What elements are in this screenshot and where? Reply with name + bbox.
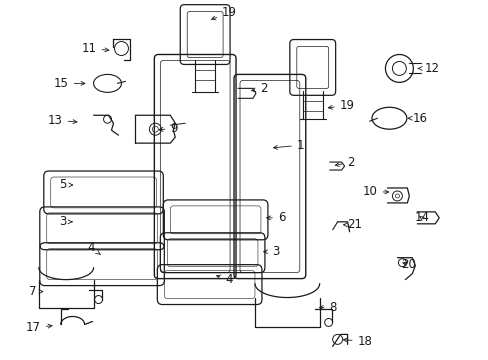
Text: 6: 6 — [266, 211, 285, 224]
Text: 3: 3 — [263, 245, 279, 258]
Text: 4: 4 — [87, 241, 100, 255]
Text: 8: 8 — [319, 301, 336, 314]
Text: 11: 11 — [81, 42, 109, 55]
Text: 9: 9 — [159, 122, 178, 135]
Text: 2: 2 — [251, 82, 267, 95]
Text: 4: 4 — [216, 273, 232, 286]
Text: 14: 14 — [413, 211, 428, 224]
Text: 1: 1 — [273, 139, 304, 152]
Text: 17: 17 — [26, 321, 52, 334]
Text: 2: 2 — [335, 156, 354, 168]
Text: 20: 20 — [401, 258, 415, 271]
Text: 16: 16 — [407, 112, 427, 125]
Text: 19: 19 — [328, 99, 354, 112]
Text: 18: 18 — [343, 335, 372, 348]
Text: 19: 19 — [211, 6, 237, 20]
Text: 21: 21 — [343, 218, 362, 231]
Text: 10: 10 — [362, 185, 388, 198]
Text: 15: 15 — [54, 77, 85, 90]
Text: 13: 13 — [48, 114, 77, 127]
Text: 7: 7 — [29, 285, 43, 298]
Text: 3: 3 — [59, 215, 72, 228]
Text: 5: 5 — [59, 179, 73, 192]
Text: 12: 12 — [417, 62, 438, 75]
